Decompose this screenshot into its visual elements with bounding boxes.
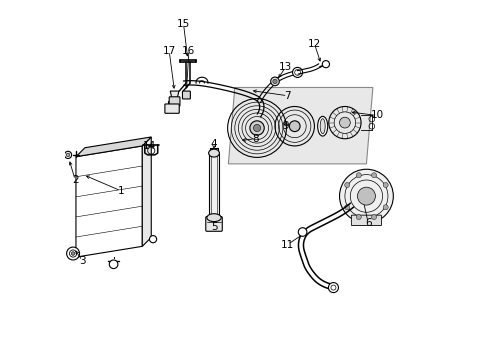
FancyBboxPatch shape — [164, 104, 179, 113]
Polygon shape — [76, 137, 151, 157]
Ellipse shape — [320, 119, 325, 134]
Text: 1: 1 — [117, 186, 124, 196]
Circle shape — [356, 215, 361, 220]
Circle shape — [64, 151, 72, 158]
Text: 13: 13 — [279, 62, 292, 72]
Text: 7: 7 — [284, 91, 290, 101]
Circle shape — [292, 67, 302, 77]
Text: 17: 17 — [162, 46, 176, 56]
Circle shape — [71, 252, 75, 255]
Circle shape — [339, 117, 349, 128]
Circle shape — [289, 121, 300, 132]
Text: 6: 6 — [364, 218, 371, 228]
Circle shape — [272, 79, 277, 84]
Text: 5: 5 — [210, 222, 217, 231]
Text: 9: 9 — [282, 121, 288, 131]
Polygon shape — [170, 91, 179, 98]
FancyBboxPatch shape — [205, 217, 222, 231]
Polygon shape — [208, 153, 219, 218]
Text: 3: 3 — [79, 256, 85, 266]
Text: 10: 10 — [370, 111, 383, 121]
Circle shape — [357, 187, 375, 205]
Text: 2: 2 — [72, 175, 79, 185]
Circle shape — [66, 247, 80, 260]
Circle shape — [344, 183, 349, 188]
Ellipse shape — [317, 116, 327, 136]
Circle shape — [356, 173, 361, 178]
Polygon shape — [142, 137, 151, 246]
Circle shape — [149, 235, 156, 243]
Circle shape — [253, 125, 260, 132]
Text: 14: 14 — [142, 141, 156, 151]
Polygon shape — [76, 146, 142, 257]
Circle shape — [339, 169, 392, 223]
Circle shape — [298, 228, 306, 236]
Circle shape — [322, 60, 329, 68]
FancyBboxPatch shape — [351, 215, 381, 226]
Circle shape — [109, 260, 118, 269]
Circle shape — [371, 173, 376, 178]
Circle shape — [383, 205, 387, 210]
FancyBboxPatch shape — [182, 91, 190, 99]
Circle shape — [66, 153, 70, 157]
Circle shape — [328, 283, 338, 293]
Ellipse shape — [206, 214, 221, 222]
FancyBboxPatch shape — [169, 97, 180, 106]
Ellipse shape — [208, 149, 219, 157]
Polygon shape — [228, 87, 372, 164]
Text: 12: 12 — [307, 39, 321, 49]
Text: 15: 15 — [177, 19, 190, 29]
Text: 8: 8 — [251, 134, 258, 144]
Text: 4: 4 — [210, 139, 217, 149]
Circle shape — [270, 77, 279, 86]
Circle shape — [344, 205, 349, 210]
Text: 16: 16 — [182, 46, 195, 56]
Circle shape — [371, 215, 376, 220]
Text: 11: 11 — [280, 239, 294, 249]
Circle shape — [249, 121, 264, 135]
Circle shape — [383, 183, 387, 188]
